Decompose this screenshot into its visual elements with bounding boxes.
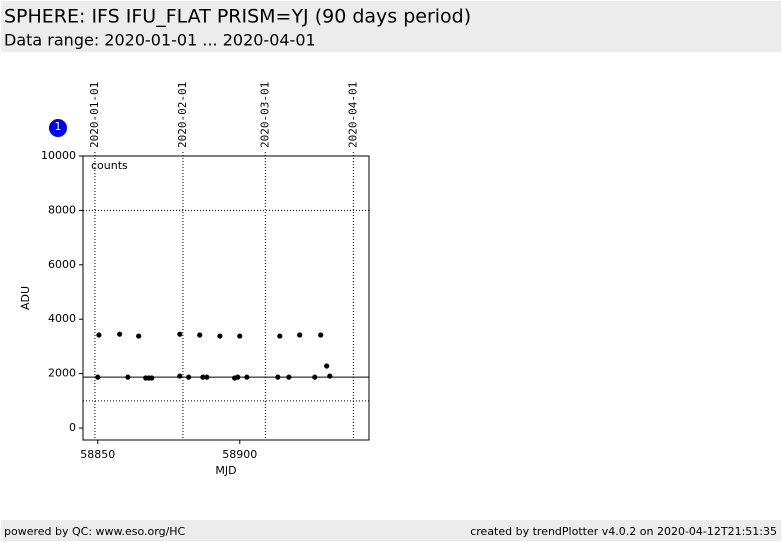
point	[297, 332, 303, 338]
y-tick-label: 10000	[41, 149, 76, 162]
badge	[49, 119, 67, 137]
page-title: SPHERE: IFS IFU_FLAT PRISM=YJ (90 days p…	[4, 6, 471, 28]
point	[197, 332, 203, 338]
page-subtitle: Data range: 2020-01-01 ... 2020-04-01	[4, 31, 316, 50]
y-tick-label: 0	[69, 421, 76, 434]
point	[186, 374, 192, 380]
point	[244, 374, 250, 380]
date-tick-label: 2020-04-01	[346, 82, 359, 148]
header-band	[1, 1, 781, 52]
point	[95, 374, 101, 380]
point	[177, 331, 183, 337]
point	[277, 333, 283, 339]
point	[318, 332, 324, 338]
point	[275, 374, 281, 380]
point	[286, 374, 292, 380]
point	[327, 373, 333, 379]
point	[217, 333, 223, 339]
footer-band	[1, 520, 781, 541]
y-axis-label: ADU	[19, 286, 32, 310]
annotation: counts	[91, 159, 128, 172]
footer-right: created by trendPlotter v4.0.2 on 2020-0…	[470, 525, 777, 538]
date-tick-label: 2020-03-01	[258, 82, 271, 148]
plot: 0 2000 4000 6000 8000 10000 58850 58900 2020-01-…	[41, 82, 369, 461]
y-tick-label: 8000	[48, 203, 76, 216]
point	[117, 331, 123, 337]
point	[136, 333, 142, 339]
point	[324, 363, 330, 369]
date-tick-label: 2020-01-01	[88, 82, 101, 148]
x-tick-label: 58850	[80, 448, 115, 461]
x-axis-label: MJD	[215, 464, 236, 477]
badge-label: 1	[55, 120, 62, 133]
y-tick-label: 6000	[48, 258, 76, 271]
date-tick-label: 2020-02-01	[176, 82, 189, 148]
footer-left: powered by QC: www.eso.org/HC	[4, 525, 186, 538]
point	[125, 374, 131, 380]
plot-frame	[82, 155, 370, 441]
point	[204, 374, 210, 380]
point	[96, 332, 102, 338]
point	[200, 374, 206, 380]
point	[235, 374, 241, 380]
point	[312, 374, 318, 380]
y-tick-label: 4000	[48, 312, 76, 325]
point	[177, 373, 183, 379]
x-tick-label: 58900	[222, 448, 257, 461]
point	[149, 375, 155, 381]
y-tick-label: 2000	[48, 367, 76, 380]
point	[237, 333, 243, 339]
